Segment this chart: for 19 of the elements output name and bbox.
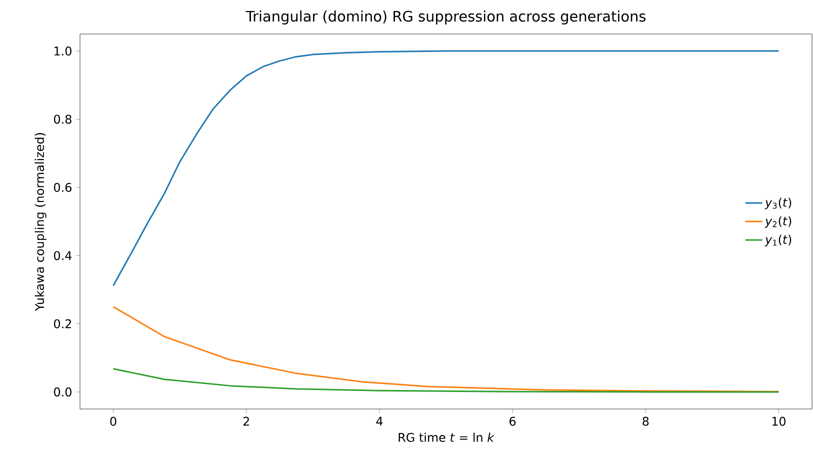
x-tick-label: 10: [772, 416, 786, 426]
legend-label: y$_{1}$(t): [764, 234, 792, 246]
legend-label: y$_{3}$(t): [764, 198, 792, 210]
line-series: [112, 368, 780, 393]
y-tick-label: 0.6: [54, 182, 72, 192]
x-axis-title: RG time t = ln k: [398, 432, 494, 442]
x-tick-label: 2: [243, 416, 249, 426]
chart-title: Triangular (domino) RG suppression across generations: [246, 10, 646, 24]
y-tick-label: 0.4: [54, 251, 72, 260]
x-tick-label: 8: [642, 416, 649, 426]
y-tick-label: 1.0: [54, 46, 72, 56]
x-tick-label: 0: [110, 416, 116, 426]
y-tick-label: 0.2: [54, 319, 72, 328]
x-tick-label: 6: [510, 416, 516, 426]
y-tick-label: 0.0: [54, 387, 72, 396]
x-tick-label: 4: [376, 416, 383, 426]
legend-label: y$_{2}$(t): [764, 216, 792, 228]
y-tick-label: 0.8: [54, 114, 72, 124]
y-axis-title: Yukawa coupling (normalized): [34, 133, 46, 311]
